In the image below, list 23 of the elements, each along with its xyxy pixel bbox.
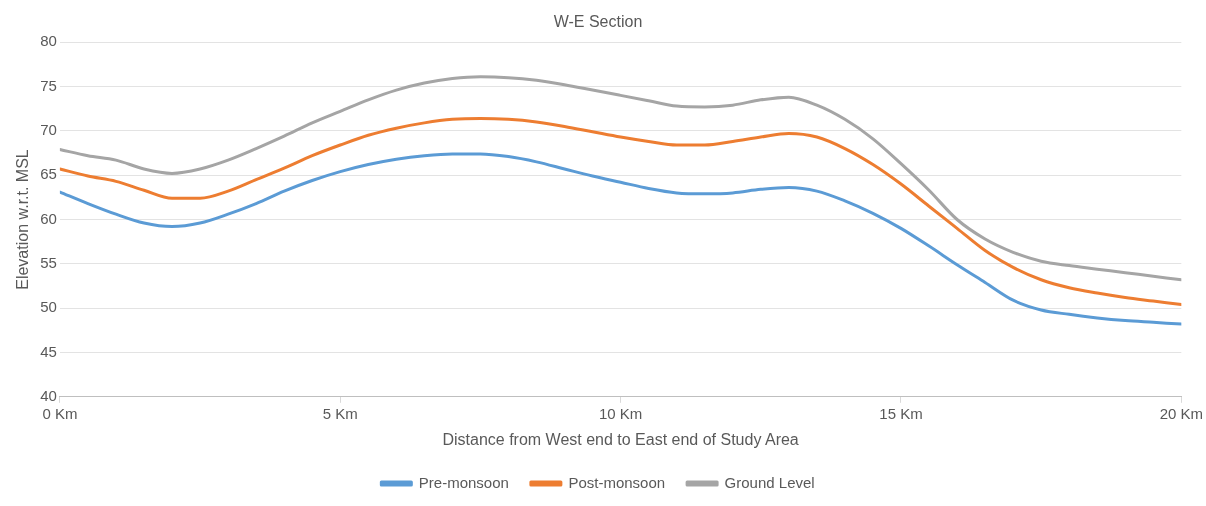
x-axis-title: Distance from West end to East end of Study Area: [442, 430, 799, 448]
legend-label: Post-monsoon: [568, 473, 666, 491]
x-tick-label: 15 Km: [879, 404, 923, 422]
y-tick-label: 50: [40, 298, 57, 316]
y-tick-label: 75: [40, 76, 57, 94]
y-tick-label: 80: [40, 32, 57, 50]
y-tick-label: 70: [40, 120, 57, 138]
x-tick-label: 5 Km: [322, 404, 358, 422]
chart-title: W-E Section: [553, 13, 643, 31]
line-series: [59, 75, 1182, 282]
y-tick-label: 60: [40, 209, 57, 227]
y-tick-label: 45: [40, 342, 57, 360]
y-axis-title: Elevation w.r.t. MSL: [14, 149, 32, 290]
x-tick-label: 20 Km: [1159, 404, 1203, 422]
legend-label: Pre-monsoon: [418, 473, 509, 491]
y-tick-label: 65: [40, 165, 57, 183]
y-tick-label: 40: [40, 386, 57, 404]
x-tick-label: 0 Km: [42, 404, 78, 422]
y-tick-label: 55: [40, 253, 57, 271]
legend-label: Ground Level: [724, 473, 815, 491]
x-tick-label: 10 Km: [598, 404, 643, 422]
line-series: [59, 152, 1182, 326]
line-series: [59, 116, 1182, 307]
